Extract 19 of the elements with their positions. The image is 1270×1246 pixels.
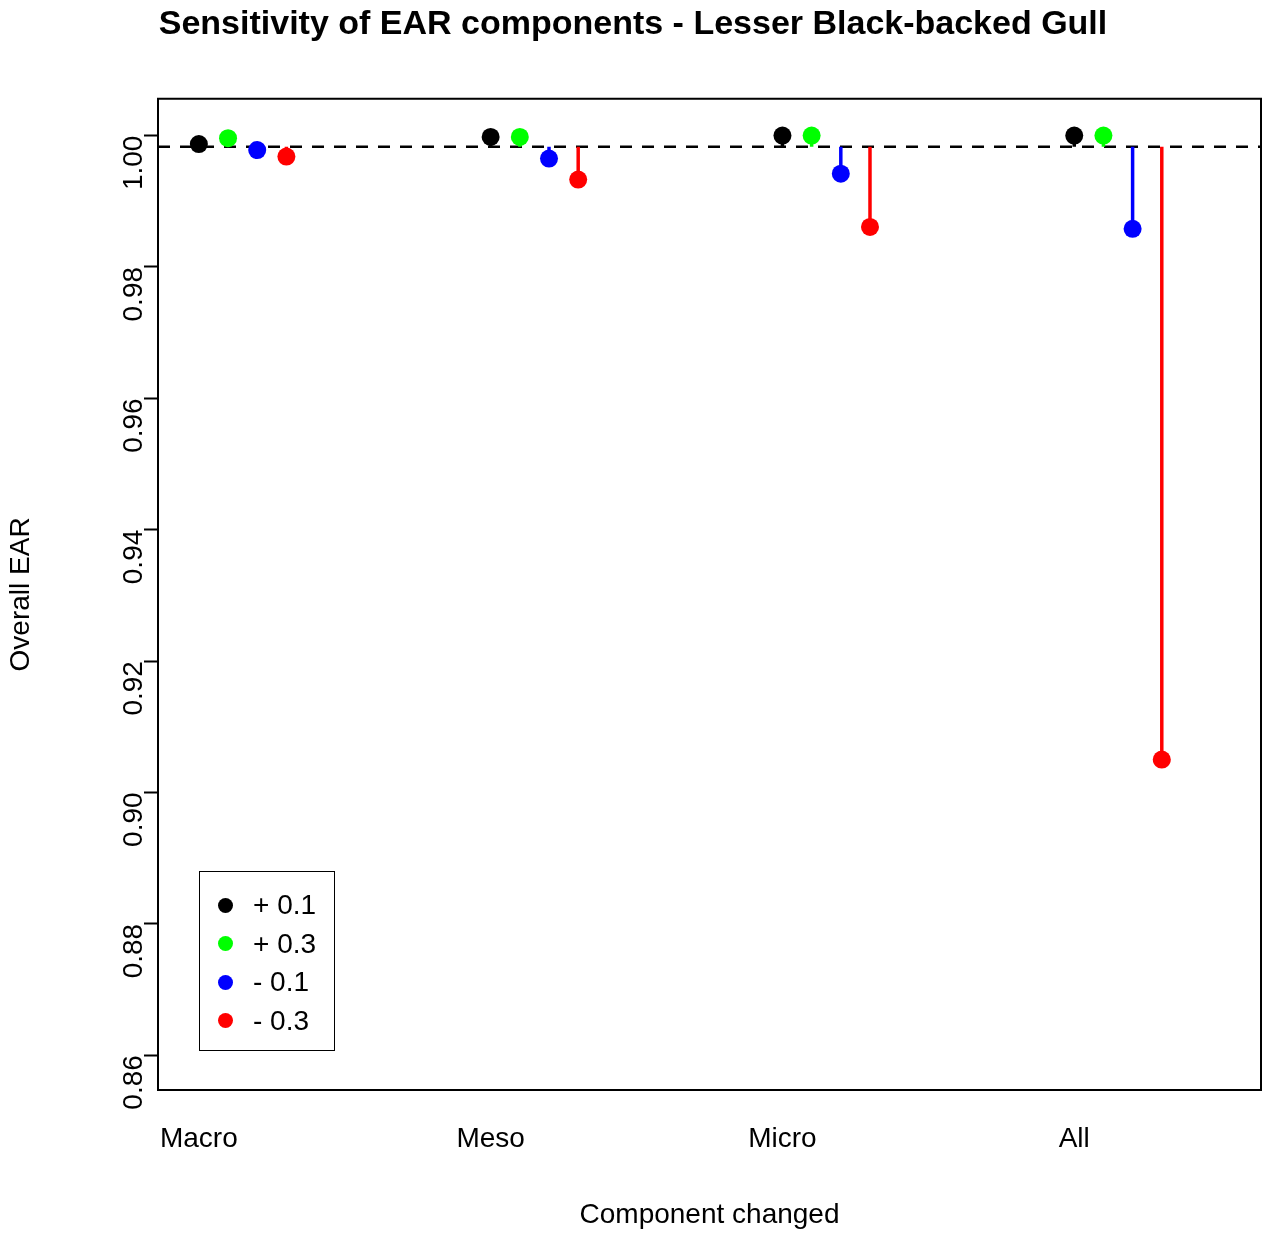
y-tick-label: 0.88 [116,923,148,979]
legend-label: + 0.1 [253,889,317,922]
y-tick-label: 1.00 [116,135,148,191]
y-tick-label: 0.96 [116,398,148,453]
y-tick-label: 0.86 [116,1055,148,1110]
y-axis-title: Overall EAR [3,517,35,672]
x-tick-label: Macro [159,1121,238,1153]
x-tick-label: All [1058,1121,1090,1153]
y-tick-label: 0.98 [116,266,148,322]
x-tick-label: Micro [748,1121,817,1153]
chart-title: Sensitivity of EAR components - Lesser Black-backed Gull [158,2,1108,41]
x-tick-label: Meso [456,1121,525,1153]
legend-label: - 0.3 [253,1004,310,1037]
x-axis-title: Component changed [579,1197,840,1229]
y-tick-label: 0.92 [116,661,148,716]
y-tick-label: 0.94 [116,529,148,585]
legend-label: + 0.3 [253,927,317,960]
y-tick-label: 0.90 [116,792,148,847]
legend-label: - 0.1 [253,966,310,999]
